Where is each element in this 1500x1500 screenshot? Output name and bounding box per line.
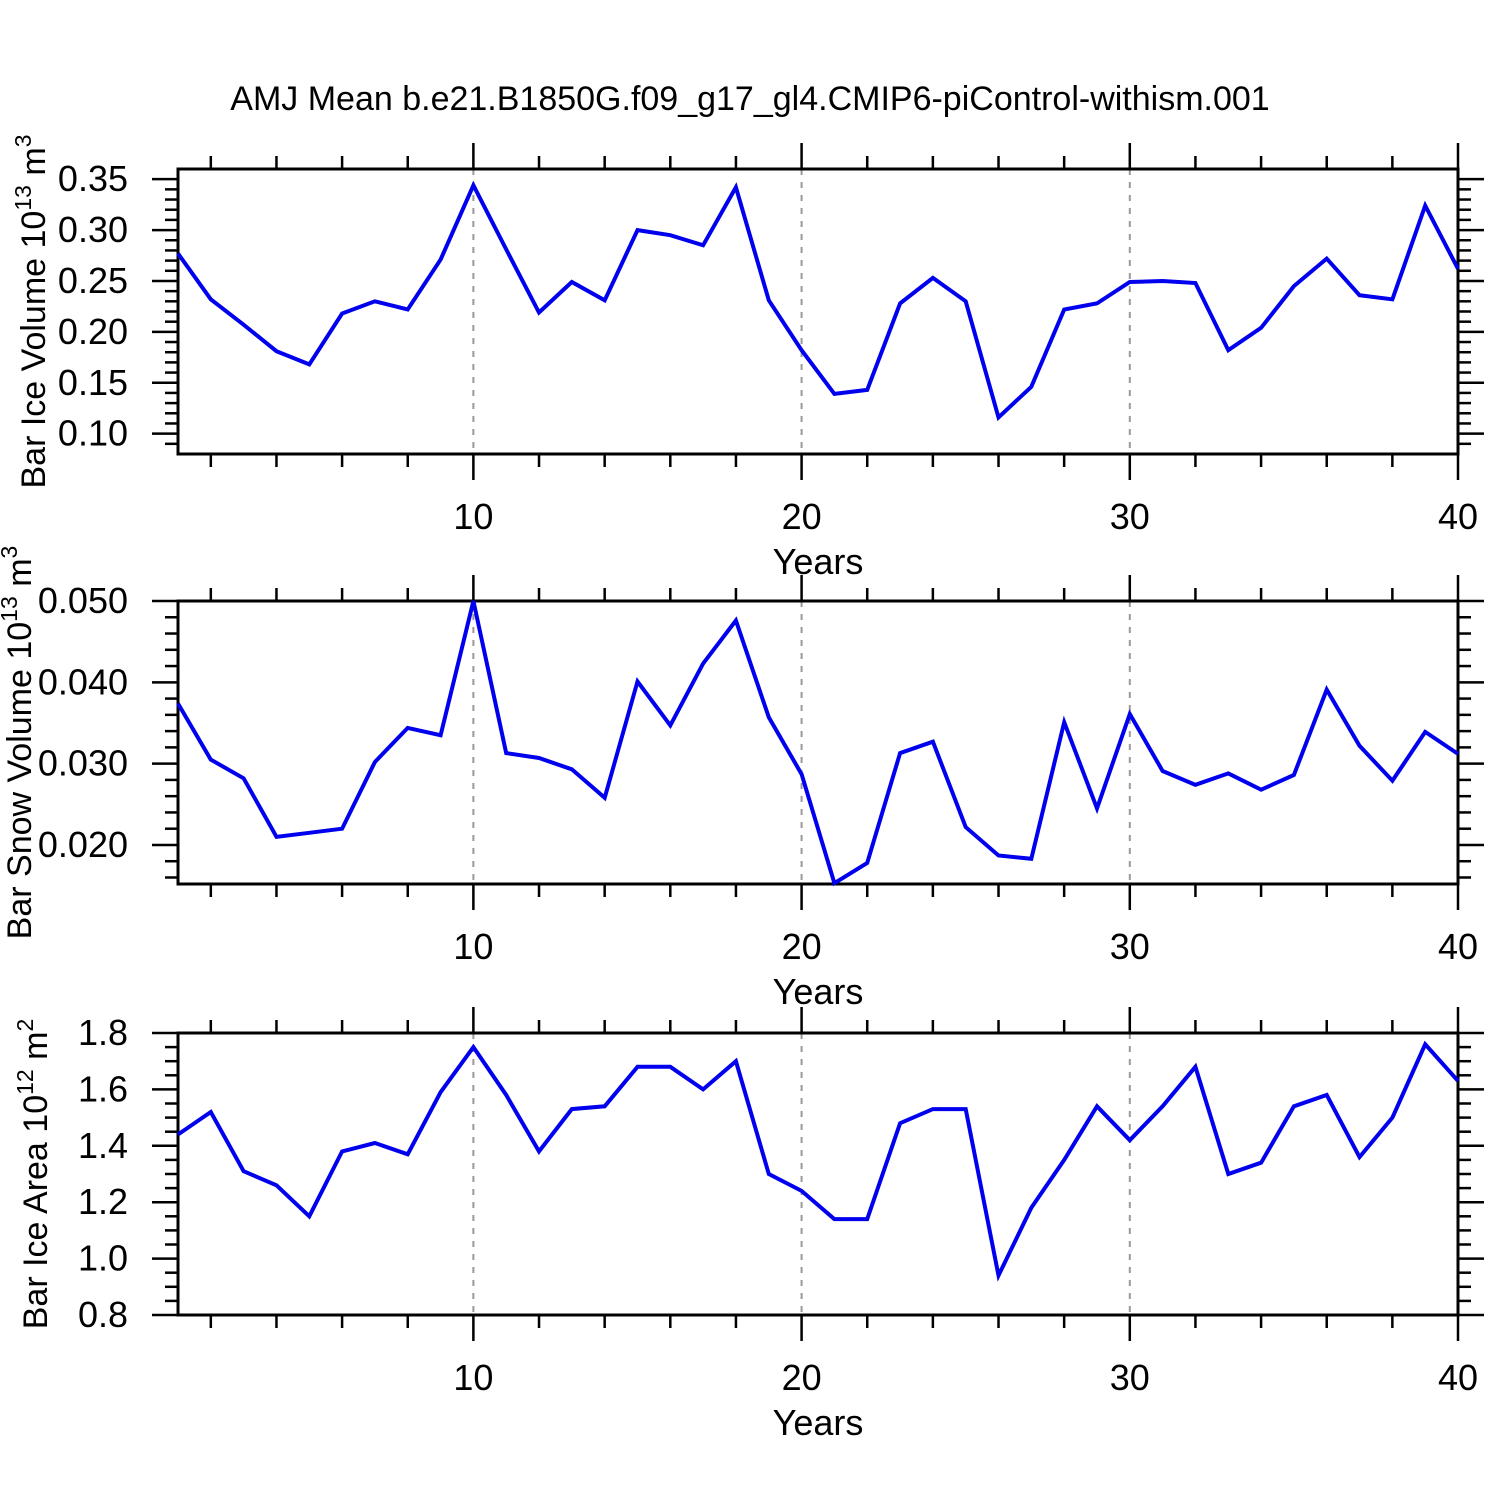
data-line-snow-volume (176, 600, 1460, 887)
y-tick-label: 0.040 (38, 661, 128, 702)
x-tick-label: 30 (1110, 926, 1150, 967)
y-tick-label: 1.0 (78, 1238, 128, 1279)
panel-ice-area: 1.8 1.6 1.4 1.2 1.0 0.8 10 20 30 40 Years Bar Ice A… (12, 1007, 1484, 1443)
y-tick-label: 0.030 (38, 743, 128, 784)
y-tick-label: 1.8 (78, 1012, 128, 1053)
y-tick-label: 0.20 (58, 311, 128, 352)
plot-frame (176, 599, 1460, 886)
y-tick-label: 1.6 (78, 1068, 128, 1109)
x-tick-label: 40 (1438, 926, 1478, 967)
y-tick-label: 0.10 (58, 413, 128, 454)
plot-frame (176, 167, 1460, 456)
panel-ice-volume: 0.35 0.30 0.25 0.20 0.15 0.10 10 20 30 40 Years Bar… (10, 135, 1484, 582)
y-tick-label: 1.2 (78, 1181, 128, 1222)
x-tick-label: 10 (453, 496, 493, 537)
x-axis-title: Years (773, 541, 864, 582)
x-tick-label: 20 (782, 496, 822, 537)
y-tick-label: 0.35 (58, 158, 128, 199)
y-tick-label: 1.4 (78, 1125, 128, 1166)
x-tick-label: 30 (1110, 496, 1150, 537)
y-tick-label: 0.8 (78, 1294, 128, 1335)
x-axis-title: Years (773, 1402, 864, 1443)
y-axis-title: Bar Snow Volume 1013​ m3​ (0, 546, 39, 940)
y-tick-label: 0.050 (38, 580, 128, 621)
x-axis-title: Years (773, 971, 864, 1012)
x-tick-label: 30 (1110, 1357, 1150, 1398)
x-tick-label: 20 (782, 1357, 822, 1398)
chart-title: AMJ Mean b.e21.B1850G.f09_g17_gl4.CMIP6-… (230, 80, 1270, 118)
x-tick-label: 10 (453, 926, 493, 967)
y-tick-label: 0.020 (38, 824, 128, 865)
x-tick-label: 10 (453, 1357, 493, 1398)
data-line-ice-area (176, 1040, 1460, 1282)
x-tick-label: 40 (1438, 496, 1478, 537)
panel-snow-volume: 0.050 0.040 0.030 0.020 10 20 30 40 Years Bar Sno… (0, 546, 1484, 1012)
y-tick-label: 0.15 (58, 362, 128, 403)
x-tick-label: 40 (1438, 1357, 1478, 1398)
plot-frame (176, 1031, 1460, 1317)
y-tick-label: 0.25 (58, 260, 128, 301)
y-tick-label: 0.30 (58, 209, 128, 250)
y-axis-title: Bar Ice Volume 1013​ m3​ (10, 135, 53, 489)
x-tick-label: 20 (782, 926, 822, 967)
y-axis-title: Bar Ice Area 1012​ m2​ (12, 1019, 55, 1330)
data-line-ice-volume (176, 180, 1460, 422)
